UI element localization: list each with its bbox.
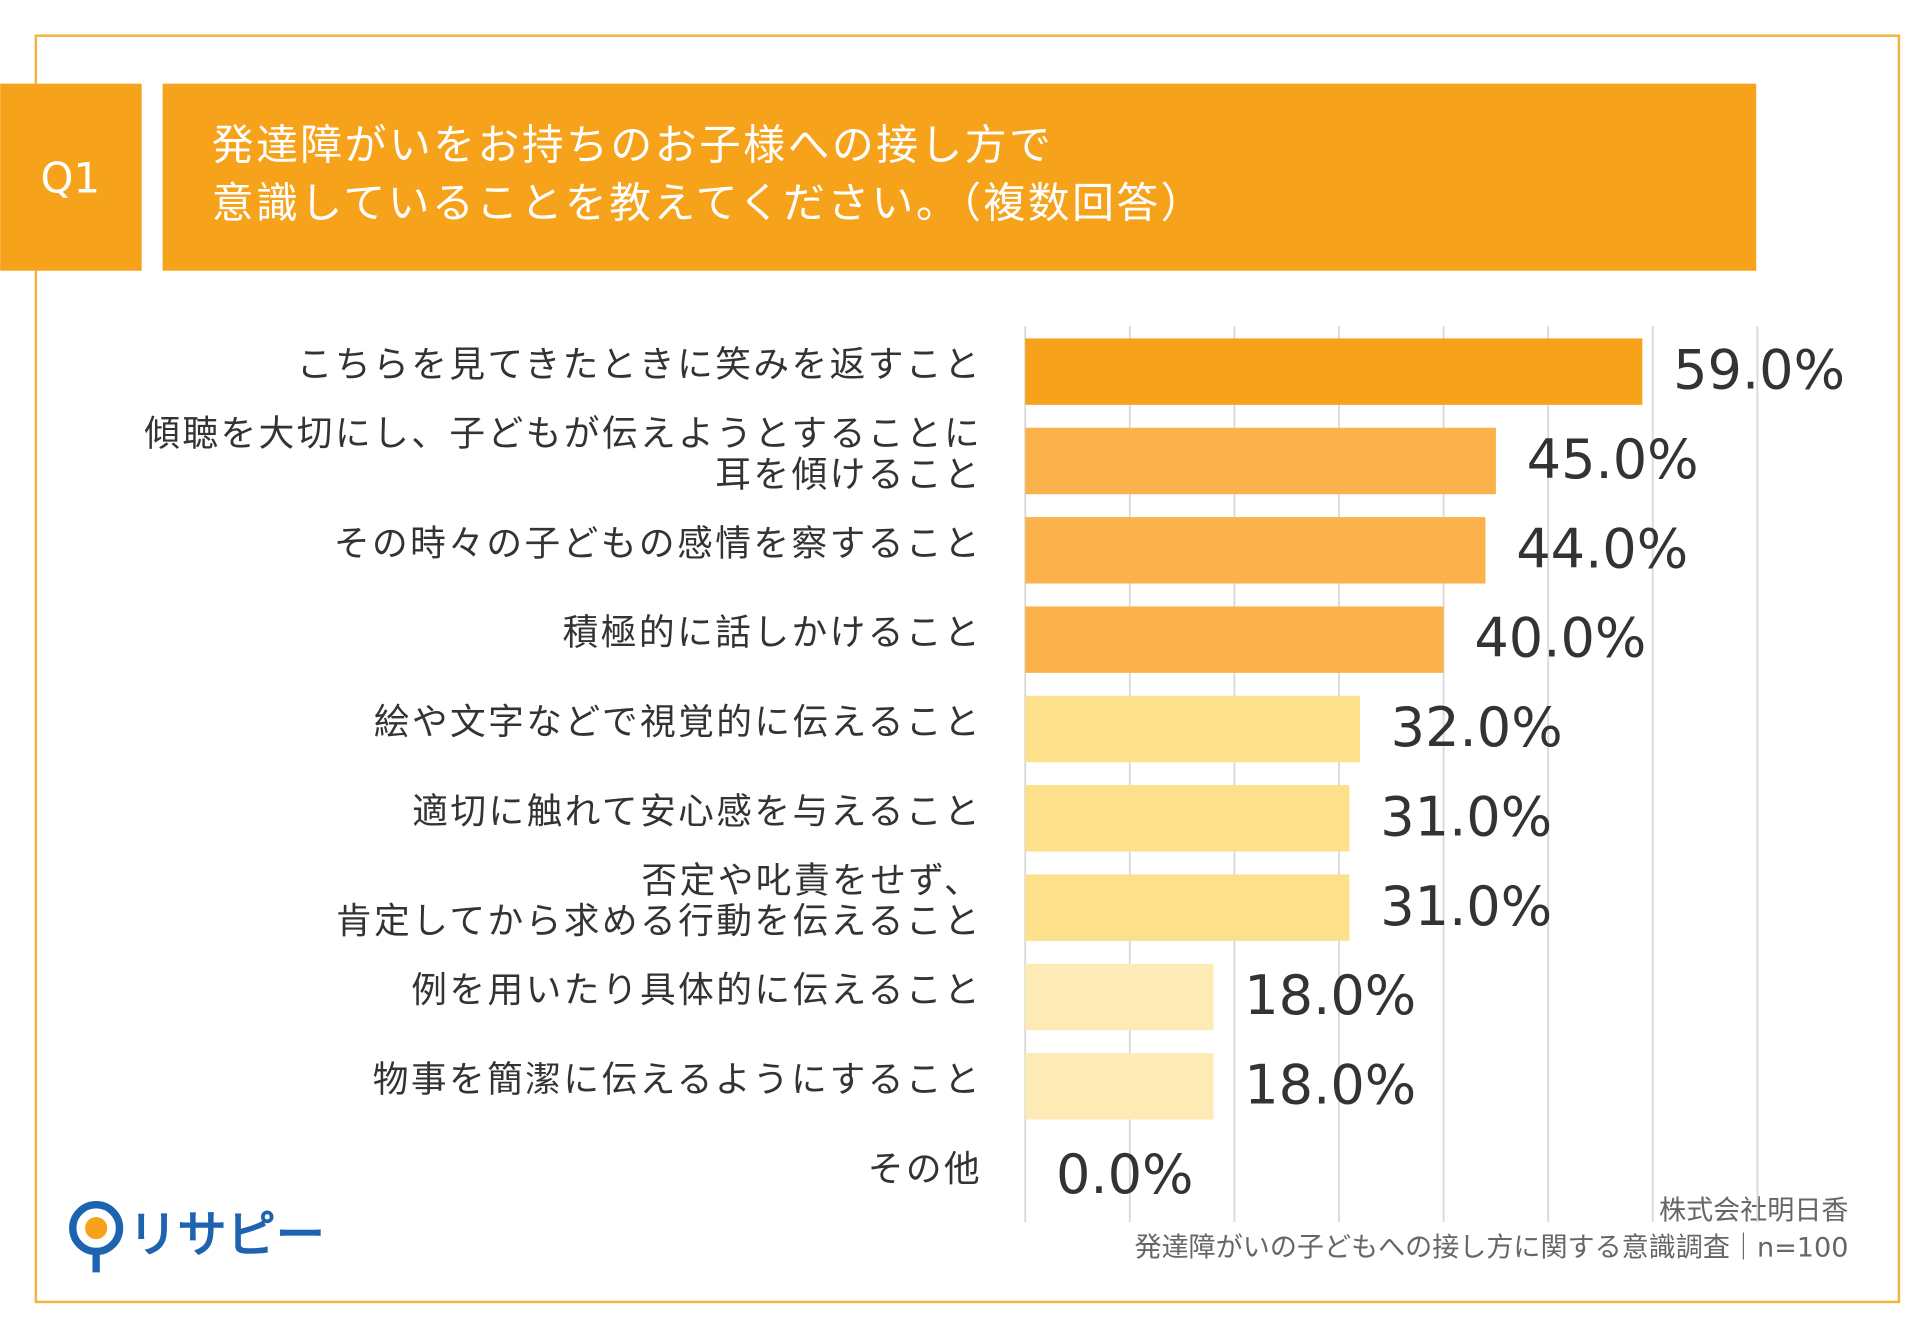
bar bbox=[1025, 1053, 1214, 1120]
source: 発達障がいの子どもへの接し方に関する意識調査｜n=100 bbox=[1135, 1232, 1849, 1264]
value-label: 18.0% bbox=[1244, 964, 1416, 1027]
value-label: 0.0% bbox=[1056, 1143, 1194, 1206]
bar bbox=[1025, 785, 1350, 852]
y-tick-label: 適切に触れて安心感を与えること bbox=[412, 791, 982, 832]
value-label: 40.0% bbox=[1474, 607, 1646, 670]
logo-dot bbox=[85, 1217, 108, 1240]
value-label: 31.0% bbox=[1380, 785, 1552, 848]
bar bbox=[1025, 695, 1360, 763]
value-label: 32.0% bbox=[1391, 696, 1563, 759]
y-tick-label: 否定や叱責をせず、肯定してから求める行動を伝えること bbox=[336, 860, 982, 942]
source: 株式会社明日香 bbox=[1659, 1196, 1848, 1227]
y-tick-label: その他 bbox=[868, 1149, 982, 1190]
value-label: 18.0% bbox=[1244, 1053, 1416, 1116]
bar bbox=[1025, 427, 1496, 495]
bar bbox=[1025, 874, 1350, 941]
chart-title: 発達障がいをお持ちのお子様への接し方で意識していることを教えてください。（複数回… bbox=[212, 120, 1205, 227]
value-label: 31.0% bbox=[1380, 875, 1552, 938]
y-tick-label: 傾聴を大切にし、子どもが伝えようとすることに耳を傾けること bbox=[144, 414, 982, 496]
bar bbox=[1025, 963, 1214, 1031]
value-label: 44.0% bbox=[1516, 517, 1688, 580]
value-label: 59.0% bbox=[1673, 339, 1845, 402]
badge-box bbox=[0, 83, 142, 271]
logo bbox=[69, 1201, 124, 1273]
bar bbox=[1025, 338, 1643, 405]
title-box bbox=[162, 83, 1757, 271]
value-label: 45.0% bbox=[1527, 428, 1699, 491]
bar bbox=[1025, 606, 1444, 673]
y-tick-label: 絵や文字などで視覚的に伝えること bbox=[374, 702, 982, 743]
y-tick-label: 物事を簡潔に伝えるようにすること bbox=[373, 1059, 982, 1100]
badge: Q1 bbox=[41, 153, 101, 202]
y-tick-label: 例を用いたり具体的に伝えること bbox=[411, 970, 982, 1011]
logo-text: リサピー bbox=[128, 1205, 325, 1263]
y-tick-label: 積極的に話しかけること bbox=[563, 613, 982, 654]
y-tick-label: その時々の子どもの感情を察すること bbox=[334, 523, 982, 564]
y-tick-label: こちらを見てきたときに笑みを返すこと bbox=[297, 345, 982, 386]
bar bbox=[1025, 517, 1486, 584]
frame bbox=[34, 34, 1901, 1304]
